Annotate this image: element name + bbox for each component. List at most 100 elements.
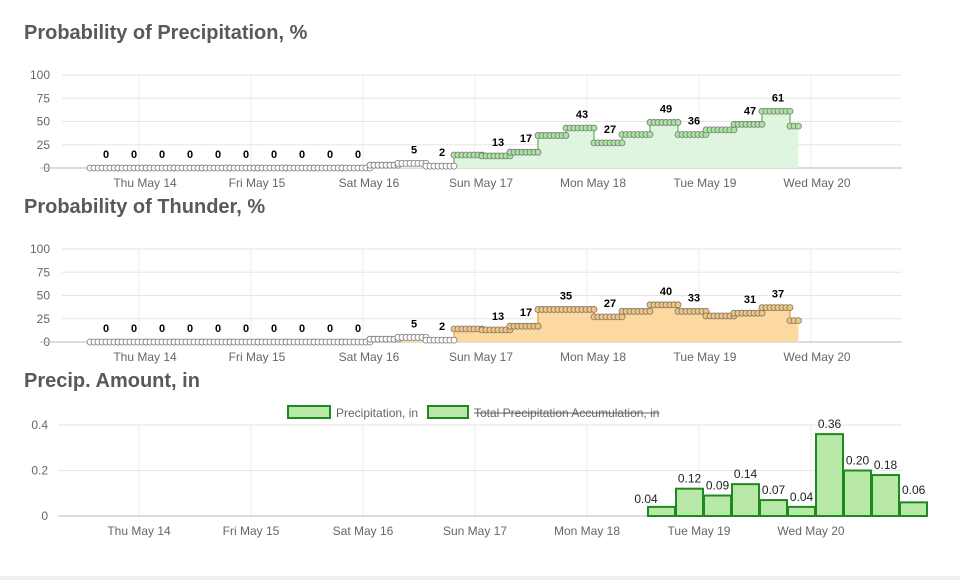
- bar-value-label: 0.12: [678, 472, 702, 486]
- data-label: 0: [215, 323, 221, 335]
- x-tick-label: Thu May 14: [113, 176, 177, 190]
- data-point: [450, 336, 458, 344]
- y-tick-label: 0.2: [31, 464, 48, 478]
- data-point: [786, 304, 794, 311]
- y-tick-label: 0.4: [31, 418, 48, 432]
- data-point: [618, 313, 626, 321]
- series-area: [90, 111, 799, 168]
- thunder-probability-chart: 0 25 50 75 100 Thu May 14 Fri May 15 Sat May 16…: [30, 242, 902, 364]
- data-label: 37: [772, 289, 784, 301]
- data-label: 0: [103, 323, 109, 335]
- x-tick-label: Wed May 20: [777, 524, 844, 538]
- data-point: [795, 122, 802, 130]
- precip-bar: [731, 483, 760, 518]
- bar-value-label: 0.07: [762, 483, 786, 497]
- x-tick-label: Mon May 18: [560, 350, 626, 364]
- data-point: [590, 306, 598, 313]
- x-tick-label: Thu May 14: [113, 350, 177, 364]
- precip-bar: [675, 487, 704, 517]
- precip-bar: [843, 469, 872, 517]
- bar-value-label: 0.04: [790, 490, 814, 504]
- x-tick-label: Mon May 18: [554, 524, 620, 538]
- data-label: 0: [271, 323, 277, 335]
- bar-value-label: 0.04: [634, 492, 658, 506]
- data-label: 27: [604, 124, 616, 136]
- x-tick-label: Sun May 17: [449, 350, 513, 364]
- legend-swatch: [427, 405, 469, 419]
- precip-bar: [787, 505, 816, 518]
- data-label: 0: [271, 149, 277, 161]
- data-label: 2: [439, 147, 445, 159]
- data-label: 0: [103, 149, 109, 161]
- y-tick-label: 100: [30, 242, 50, 256]
- data-label: 31: [744, 294, 756, 306]
- bar-value-label: 0.09: [706, 479, 730, 493]
- data-label: 17: [520, 307, 532, 319]
- bottom-scrollbar-strip: [0, 576, 960, 580]
- data-point: [758, 120, 766, 128]
- data-label: 0: [355, 149, 361, 161]
- data-label: 0: [187, 149, 193, 161]
- data-point: [534, 148, 542, 156]
- data-label: 0: [159, 323, 165, 335]
- bar-value-label: 0.06: [902, 483, 926, 497]
- x-tick-label: Fri May 15: [223, 524, 280, 538]
- data-label: 47: [744, 105, 756, 117]
- x-tick-label: Sun May 17: [449, 176, 513, 190]
- precip-probability-title: Probability of Precipitation, %: [24, 22, 308, 44]
- x-tick-label: Fri May 15: [229, 350, 286, 364]
- data-label: 61: [772, 92, 784, 104]
- data-label: 0: [327, 149, 333, 161]
- y-tick-label: 25: [37, 138, 51, 152]
- data-label: 13: [492, 137, 504, 149]
- data-label: 0: [327, 323, 333, 335]
- data-point: [674, 119, 682, 126]
- data-point: [450, 162, 458, 170]
- x-tick-label: Tue May 19: [674, 176, 737, 190]
- data-label: 0: [215, 149, 221, 161]
- data-point: [786, 107, 794, 115]
- thunder-probability-title: Probability of Thunder, %: [24, 196, 266, 218]
- x-tick-label: Sun May 17: [443, 524, 507, 538]
- bar-value-label: 0.18: [874, 458, 898, 472]
- y-tick-label: 50: [37, 289, 51, 303]
- data-label: 0: [131, 149, 137, 161]
- data-point: [562, 132, 570, 139]
- data-label: 17: [520, 133, 532, 145]
- bar-value-label: 0.36: [818, 417, 842, 431]
- data-label: 35: [560, 290, 572, 302]
- data-point: [646, 307, 654, 315]
- x-tick-label: Tue May 19: [668, 524, 731, 538]
- precip-bar: [899, 501, 928, 517]
- y-tick-label: 25: [37, 312, 51, 326]
- x-tick-label: Sat May 16: [339, 350, 400, 364]
- precip-bar: [647, 505, 676, 518]
- precip-bar: [703, 494, 732, 518]
- series-area: [90, 304, 799, 342]
- data-label: 49: [660, 103, 672, 115]
- data-point: [730, 126, 738, 134]
- x-tick-label: Wed May 20: [783, 176, 850, 190]
- data-label: 36: [688, 116, 700, 128]
- data-point: [590, 124, 598, 132]
- data-label: 5: [411, 144, 417, 156]
- data-label: 2: [439, 321, 445, 333]
- data-label: 0: [299, 323, 305, 335]
- data-label: 0: [355, 323, 361, 335]
- legend-label: Precipitation, in: [336, 406, 418, 420]
- data-label: 33: [688, 292, 700, 304]
- x-tick-label: Sat May 16: [339, 176, 400, 190]
- y-tick-label: 75: [37, 265, 51, 279]
- data-point: [758, 309, 766, 317]
- data-label: 13: [492, 311, 504, 323]
- data-label: 40: [660, 286, 672, 298]
- data-point: [674, 301, 682, 309]
- precip-bar: [815, 433, 844, 517]
- y-tick-label: 75: [37, 91, 51, 105]
- data-label: 0: [131, 323, 137, 335]
- data-point: [795, 317, 802, 325]
- data-label: 0: [187, 323, 193, 335]
- y-tick-label: 50: [37, 115, 51, 129]
- y-tick-label: 100: [30, 68, 50, 82]
